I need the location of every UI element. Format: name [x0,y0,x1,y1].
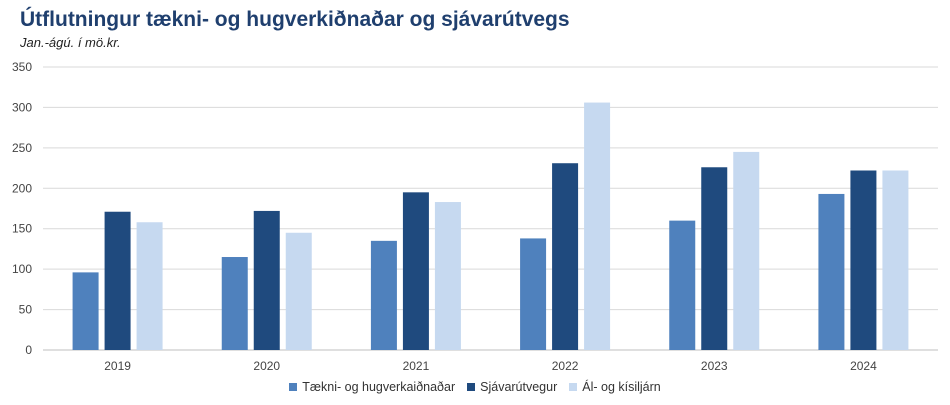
x-tick-label: 2022 [552,359,579,373]
bar [253,210,280,350]
x-tick-label: 2021 [403,359,430,373]
legend-swatch-fisheries [467,383,476,391]
bar [434,202,461,350]
legend-swatch-tech [289,383,298,391]
y-tick-label: 150 [12,222,32,236]
bar [584,102,611,350]
bar [104,211,131,350]
legend-swatch-aluminium [569,383,578,391]
bar [370,240,397,350]
legend-item-aluminium: Ál- og kísiljárn [569,380,661,394]
x-tick-label: 2024 [850,359,877,373]
bar [136,222,163,350]
y-tick-label: 350 [12,60,32,74]
legend-label-fisheries: Sjávarútvegur [480,380,558,394]
bar [520,238,547,350]
legend-label-tech: Tækni- og hugverkaiðnaðar [302,380,456,394]
x-tick-label: 2020 [253,359,280,373]
y-tick-label: 300 [12,100,32,114]
chart-title: Útflutningur tækni- og hugverkiðnaðar og… [20,8,570,31]
legend-label-aluminium: Ál- og kísiljárn [582,380,661,394]
bar [733,151,760,350]
bar [285,232,312,350]
bar [818,193,845,350]
bar [882,170,909,350]
y-tick-label: 0 [25,343,32,357]
x-tick-label: 2023 [701,359,728,373]
bar [552,163,579,350]
bar [850,170,877,350]
y-tick-label: 100 [12,262,32,276]
bar [701,167,728,350]
chart-subtitle: Jan.-ágú. í mö.kr. [20,35,121,50]
y-tick-label: 50 [19,303,33,317]
bar [72,272,99,350]
bar [669,220,696,350]
y-tick-label: 200 [12,181,32,195]
legend: Tækni- og hugverkaiðnaðar Sjávarútvegur … [0,380,950,394]
legend-item-tech: Tækni- og hugverkaiðnaðar [289,380,455,394]
y-tick-label: 250 [12,141,32,155]
bar [221,257,248,350]
bar [402,192,429,350]
legend-item-fisheries: Sjávarútvegur [467,380,557,394]
x-tick-label: 2019 [104,359,131,373]
